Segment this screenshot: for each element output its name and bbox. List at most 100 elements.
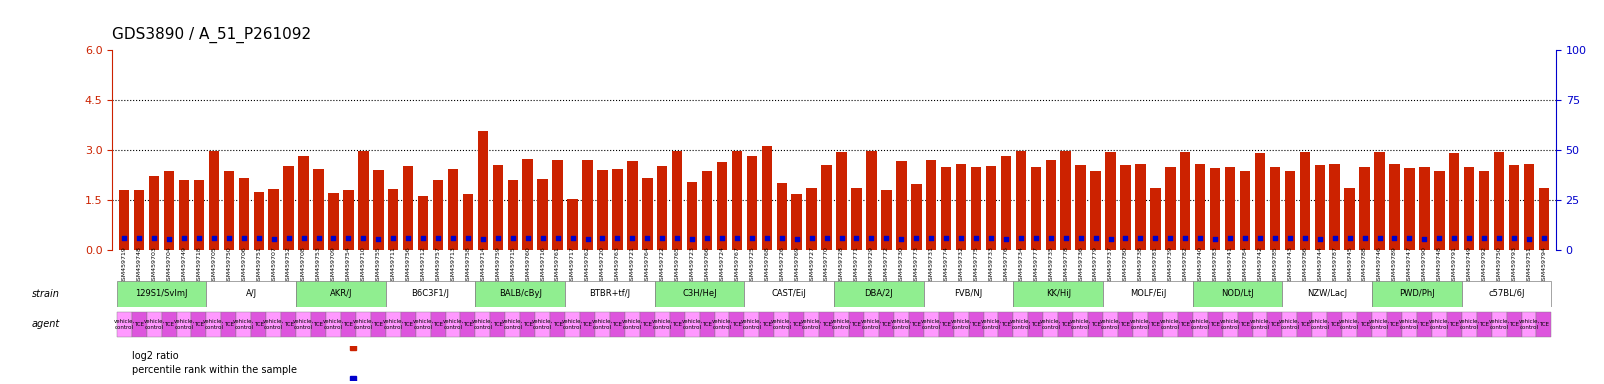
FancyBboxPatch shape — [475, 281, 565, 307]
FancyBboxPatch shape — [460, 311, 475, 338]
Text: vehicle,
control: vehicle, control — [1399, 319, 1420, 330]
Text: TCE: TCE — [1299, 322, 1310, 327]
Bar — [1046, 161, 1055, 250]
Point — [1456, 235, 1482, 241]
Text: PWD/PhJ: PWD/PhJ — [1399, 289, 1434, 298]
Bar — [1060, 151, 1071, 250]
FancyBboxPatch shape — [1283, 281, 1371, 307]
Point — [172, 235, 197, 241]
Point — [739, 235, 765, 241]
FancyBboxPatch shape — [1371, 281, 1461, 307]
Bar — [1420, 167, 1429, 250]
Bar — [717, 162, 727, 250]
Text: TCE: TCE — [642, 322, 653, 327]
FancyBboxPatch shape — [385, 281, 475, 307]
Text: GSM459733: GSM459733 — [988, 246, 993, 284]
FancyBboxPatch shape — [446, 311, 460, 338]
Text: vehicle,
control: vehicle, control — [383, 319, 404, 330]
Text: BTBR+tf/J: BTBR+tf/J — [589, 289, 630, 298]
Point — [484, 235, 510, 241]
Text: TCE: TCE — [762, 322, 772, 327]
Text: TCE: TCE — [582, 322, 592, 327]
Text: GSM459746: GSM459746 — [1378, 246, 1383, 284]
FancyBboxPatch shape — [191, 311, 207, 338]
Point — [529, 235, 555, 241]
Bar — [552, 161, 563, 250]
Point — [1203, 235, 1229, 242]
Bar — [284, 166, 294, 250]
Text: GSM459750: GSM459750 — [1497, 246, 1501, 283]
FancyBboxPatch shape — [1357, 311, 1371, 338]
Bar — [582, 161, 593, 250]
Bar — [298, 156, 310, 250]
Text: TCE: TCE — [164, 322, 175, 327]
FancyBboxPatch shape — [893, 311, 909, 338]
Text: vehicle,
control: vehicle, control — [951, 319, 972, 330]
FancyBboxPatch shape — [1028, 311, 1043, 338]
Text: vehicle,
control: vehicle, control — [800, 319, 823, 330]
Bar — [523, 159, 533, 250]
FancyBboxPatch shape — [865, 311, 879, 338]
Text: GSM459705: GSM459705 — [212, 246, 217, 283]
Point — [1068, 235, 1094, 241]
Text: vehicle,
control: vehicle, control — [143, 319, 165, 330]
Text: GSM459738: GSM459738 — [1137, 246, 1144, 284]
FancyBboxPatch shape — [132, 311, 146, 338]
Text: GSM459757: GSM459757 — [436, 246, 441, 284]
FancyBboxPatch shape — [311, 311, 326, 338]
Bar — [1225, 167, 1235, 250]
FancyBboxPatch shape — [820, 311, 834, 338]
FancyBboxPatch shape — [954, 311, 969, 338]
Text: vehicle,
control: vehicle, control — [263, 319, 284, 330]
Bar — [164, 171, 175, 250]
Text: GSM459764: GSM459764 — [645, 246, 650, 284]
FancyBboxPatch shape — [1432, 311, 1447, 338]
Text: C3H/HeJ: C3H/HeJ — [682, 289, 717, 298]
Bar — [1404, 169, 1415, 250]
Text: GSM459784: GSM459784 — [1243, 246, 1248, 284]
Text: GSM459760: GSM459760 — [525, 246, 531, 283]
Text: strain: strain — [32, 289, 59, 299]
FancyBboxPatch shape — [1148, 311, 1163, 338]
Text: GSM459766: GSM459766 — [704, 246, 709, 283]
Point — [723, 235, 749, 241]
Text: vehicle,
control: vehicle, control — [1190, 319, 1211, 330]
Text: TCE: TCE — [1270, 322, 1280, 327]
Point — [111, 235, 136, 241]
Text: vehicle,
control: vehicle, control — [204, 319, 225, 330]
FancyBboxPatch shape — [1447, 311, 1461, 338]
Point — [380, 235, 406, 241]
Text: FVB/NJ: FVB/NJ — [954, 289, 983, 298]
Point — [813, 235, 839, 241]
Point — [1052, 235, 1078, 241]
Text: GSM459743: GSM459743 — [1288, 246, 1293, 284]
Bar — [1120, 166, 1131, 250]
Point — [650, 235, 675, 241]
FancyBboxPatch shape — [117, 281, 207, 307]
Text: vehicle,
control: vehicle, control — [1070, 319, 1091, 330]
Text: TCE: TCE — [553, 322, 563, 327]
Text: vehicle,
control: vehicle, control — [741, 319, 762, 330]
Text: TCE: TCE — [1209, 322, 1221, 327]
Bar — [388, 189, 398, 250]
Text: TCE: TCE — [343, 322, 353, 327]
Text: vehicle,
control: vehicle, control — [533, 319, 553, 330]
Bar — [1299, 152, 1310, 250]
Text: vehicle,
control: vehicle, control — [651, 319, 672, 330]
Point — [1442, 235, 1468, 241]
FancyBboxPatch shape — [1104, 281, 1193, 307]
Point — [290, 235, 316, 241]
FancyBboxPatch shape — [1253, 311, 1267, 338]
Text: TCE: TCE — [1121, 322, 1131, 327]
Text: vehicle,
control: vehicle, control — [443, 319, 464, 330]
Point — [993, 235, 1019, 242]
Text: GSM459756: GSM459756 — [406, 246, 411, 283]
Text: TCE: TCE — [1031, 322, 1041, 327]
FancyBboxPatch shape — [1416, 311, 1432, 338]
Text: GSM459792: GSM459792 — [1482, 246, 1487, 284]
Text: GSM459749: GSM459749 — [1466, 246, 1472, 284]
Point — [439, 235, 465, 241]
FancyBboxPatch shape — [654, 281, 744, 307]
Bar — [956, 164, 966, 250]
Point — [351, 235, 377, 241]
